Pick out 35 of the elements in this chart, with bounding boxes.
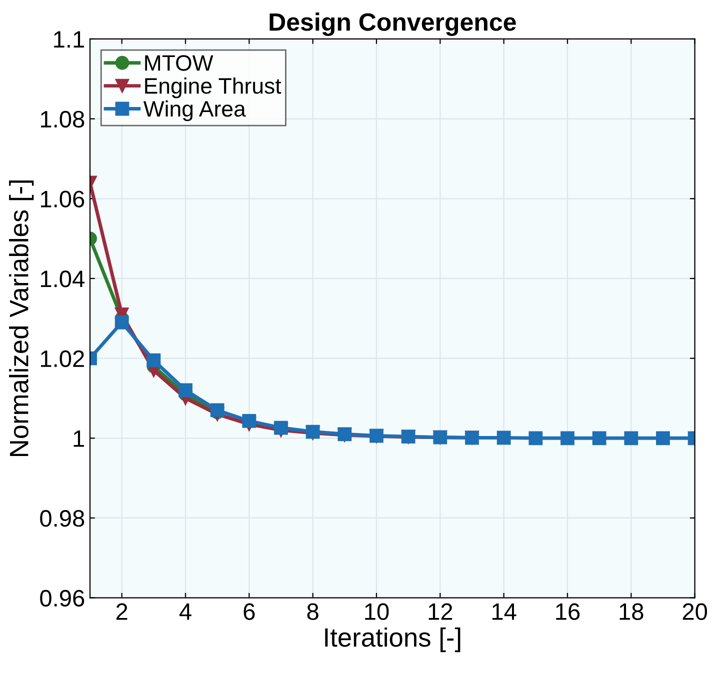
x-axis-title: Iterations [-]	[325, 627, 460, 652]
y-tick-label: 0.96	[40, 590, 84, 607]
point	[496, 430, 511, 445]
x-tick-label: 20	[682, 603, 708, 620]
y-tick-label: 1.04	[40, 270, 84, 288]
y-tick-label: 1	[74, 430, 84, 447]
x-tick-label: 12	[428, 603, 452, 620]
x-tick-label: 6	[244, 603, 255, 620]
x-tick-label: 16	[556, 603, 580, 620]
x-tick-label: 4	[179, 604, 192, 620]
x-tick-label: 8	[307, 603, 318, 620]
y-axis-title: Normalized Variables [-]	[9, 180, 34, 456]
legend-label: Wing Area	[143, 100, 246, 122]
legend-label: Engine Thrust	[145, 77, 282, 98]
x-tick-label: 2	[116, 603, 128, 620]
y-tick-label: 1.06	[40, 190, 84, 208]
point	[592, 431, 606, 446]
point	[656, 431, 670, 446]
point	[242, 414, 256, 428]
point	[624, 431, 638, 446]
point	[274, 420, 288, 435]
point	[528, 431, 543, 446]
y-tick-label: 0.98	[40, 510, 84, 527]
y-tick-label: 1.02	[40, 350, 84, 368]
x-tick-label: 18	[620, 603, 644, 620]
x-tick-label: 14	[492, 604, 516, 620]
point	[560, 431, 574, 446]
point	[114, 315, 129, 330]
point	[146, 353, 161, 368]
y-tick-label: 1.08	[40, 110, 84, 128]
point	[178, 383, 192, 398]
x-tick-label: 10	[365, 603, 389, 620]
legend-label: MTOW	[145, 55, 214, 71]
y-tick-label: 1.1	[54, 31, 84, 48]
chart-title: Design Convergence	[270, 12, 516, 36]
